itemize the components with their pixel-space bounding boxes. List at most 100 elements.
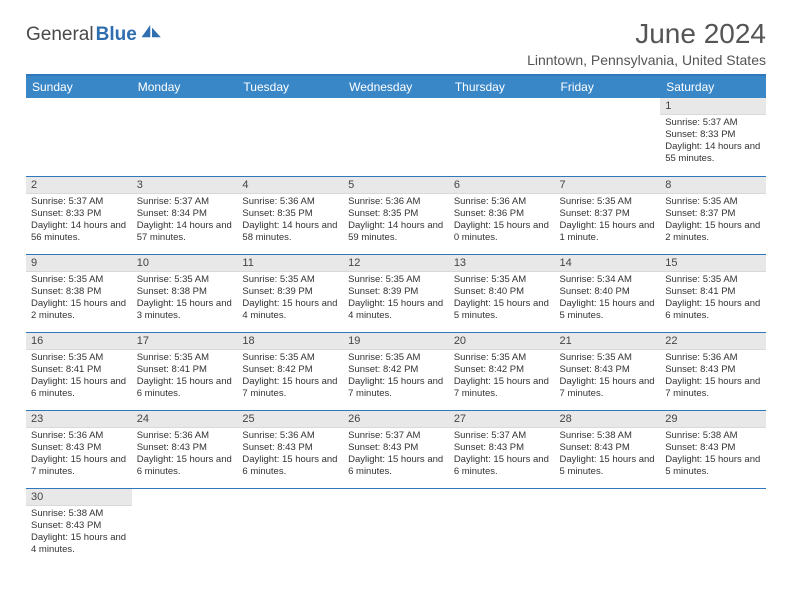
sunrise-text: Sunrise: 5:35 AM [137,352,233,364]
sail-icon [141,25,163,39]
sunrise-text: Sunrise: 5:36 AM [137,430,233,442]
logo: GeneralBlue [26,24,163,46]
sunset-text: Sunset: 8:43 PM [665,364,761,376]
calendar-row: 16Sunrise: 5:35 AMSunset: 8:41 PMDayligh… [26,332,766,410]
calendar-cell: 8Sunrise: 5:35 AMSunset: 8:37 PMDaylight… [660,176,766,254]
calendar-cell: 4Sunrise: 5:36 AMSunset: 8:35 PMDaylight… [237,176,343,254]
sunrise-text: Sunrise: 5:35 AM [31,352,127,364]
daylight-text: Daylight: 15 hours and 7 minutes. [348,376,444,400]
sunset-text: Sunset: 8:43 PM [31,520,127,532]
calendar-cell: 22Sunrise: 5:36 AMSunset: 8:43 PMDayligh… [660,332,766,410]
day-details: Sunrise: 5:35 AMSunset: 8:37 PMDaylight:… [660,194,766,249]
day-details: Sunrise: 5:36 AMSunset: 8:43 PMDaylight:… [237,428,343,483]
daylight-text: Daylight: 15 hours and 6 minutes. [454,454,550,478]
sunset-text: Sunset: 8:43 PM [560,364,656,376]
day-details: Sunrise: 5:35 AMSunset: 8:40 PMDaylight:… [449,272,555,327]
day-details: Sunrise: 5:35 AMSunset: 8:38 PMDaylight:… [26,272,132,327]
calendar-table: Sunday Monday Tuesday Wednesday Thursday… [26,76,766,566]
sunset-text: Sunset: 8:42 PM [454,364,550,376]
daylight-text: Daylight: 15 hours and 6 minutes. [137,376,233,400]
daylight-text: Daylight: 15 hours and 7 minutes. [665,376,761,400]
sunrise-text: Sunrise: 5:37 AM [137,196,233,208]
day-details: Sunrise: 5:37 AMSunset: 8:33 PMDaylight:… [660,115,766,170]
day-header-row: Sunday Monday Tuesday Wednesday Thursday… [26,76,766,98]
day-number: 26 [343,411,449,428]
sunrise-text: Sunrise: 5:38 AM [665,430,761,442]
location-text: Linntown, Pennsylvania, United States [527,52,766,68]
calendar-page: GeneralBlue June 2024 Linntown, Pennsylv… [0,0,792,584]
calendar-cell: 2Sunrise: 5:37 AMSunset: 8:33 PMDaylight… [26,176,132,254]
calendar-cell-empty [660,488,766,566]
day-number: 20 [449,333,555,350]
sunrise-text: Sunrise: 5:35 AM [665,196,761,208]
daylight-text: Daylight: 15 hours and 5 minutes. [560,298,656,322]
sunrise-text: Sunrise: 5:35 AM [454,274,550,286]
calendar-cell: 23Sunrise: 5:36 AMSunset: 8:43 PMDayligh… [26,410,132,488]
sunset-text: Sunset: 8:37 PM [560,208,656,220]
day-details: Sunrise: 5:38 AMSunset: 8:43 PMDaylight:… [660,428,766,483]
day-details: Sunrise: 5:36 AMSunset: 8:35 PMDaylight:… [343,194,449,249]
daylight-text: Daylight: 15 hours and 4 minutes. [348,298,444,322]
calendar-cell-empty [449,98,555,176]
day-number: 29 [660,411,766,428]
day-header: Monday [132,76,238,98]
day-details: Sunrise: 5:37 AMSunset: 8:34 PMDaylight:… [132,194,238,249]
logo-text-general: General [26,24,94,46]
day-number: 13 [449,255,555,272]
sunrise-text: Sunrise: 5:35 AM [137,274,233,286]
calendar-cell-empty [132,98,238,176]
sunset-text: Sunset: 8:37 PM [665,208,761,220]
day-details: Sunrise: 5:38 AMSunset: 8:43 PMDaylight:… [555,428,661,483]
sunset-text: Sunset: 8:42 PM [348,364,444,376]
day-details: Sunrise: 5:35 AMSunset: 8:39 PMDaylight:… [343,272,449,327]
daylight-text: Daylight: 15 hours and 7 minutes. [31,454,127,478]
calendar-cell: 14Sunrise: 5:34 AMSunset: 8:40 PMDayligh… [555,254,661,332]
day-number: 5 [343,177,449,194]
day-number: 2 [26,177,132,194]
day-number: 28 [555,411,661,428]
day-details: Sunrise: 5:35 AMSunset: 8:42 PMDaylight:… [237,350,343,405]
month-title: June 2024 [527,18,766,50]
day-number: 4 [237,177,343,194]
sunset-text: Sunset: 8:33 PM [665,129,761,141]
calendar-cell: 15Sunrise: 5:35 AMSunset: 8:41 PMDayligh… [660,254,766,332]
day-number: 18 [237,333,343,350]
daylight-text: Daylight: 15 hours and 3 minutes. [137,298,233,322]
day-header: Saturday [660,76,766,98]
daylight-text: Daylight: 15 hours and 2 minutes. [31,298,127,322]
day-details: Sunrise: 5:34 AMSunset: 8:40 PMDaylight:… [555,272,661,327]
calendar-cell-empty [132,488,238,566]
day-number: 7 [555,177,661,194]
calendar-row: 30Sunrise: 5:38 AMSunset: 8:43 PMDayligh… [26,488,766,566]
day-number: 17 [132,333,238,350]
sunset-text: Sunset: 8:38 PM [137,286,233,298]
calendar-cell: 27Sunrise: 5:37 AMSunset: 8:43 PMDayligh… [449,410,555,488]
day-details: Sunrise: 5:36 AMSunset: 8:43 PMDaylight:… [26,428,132,483]
daylight-text: Daylight: 15 hours and 5 minutes. [454,298,550,322]
calendar-cell: 9Sunrise: 5:35 AMSunset: 8:38 PMDaylight… [26,254,132,332]
day-number: 16 [26,333,132,350]
sunrise-text: Sunrise: 5:34 AM [560,274,656,286]
sunrise-text: Sunrise: 5:35 AM [560,352,656,364]
calendar-row: 9Sunrise: 5:35 AMSunset: 8:38 PMDaylight… [26,254,766,332]
day-number: 1 [660,98,766,115]
sunrise-text: Sunrise: 5:36 AM [665,352,761,364]
calendar-cell-empty [237,98,343,176]
day-number: 8 [660,177,766,194]
sunset-text: Sunset: 8:39 PM [242,286,338,298]
sunset-text: Sunset: 8:36 PM [454,208,550,220]
day-details: Sunrise: 5:35 AMSunset: 8:41 PMDaylight:… [26,350,132,405]
sunrise-text: Sunrise: 5:35 AM [560,196,656,208]
day-number: 6 [449,177,555,194]
sunrise-text: Sunrise: 5:37 AM [454,430,550,442]
sunset-text: Sunset: 8:41 PM [665,286,761,298]
calendar-cell: 21Sunrise: 5:35 AMSunset: 8:43 PMDayligh… [555,332,661,410]
sunrise-text: Sunrise: 5:35 AM [454,352,550,364]
calendar-cell: 11Sunrise: 5:35 AMSunset: 8:39 PMDayligh… [237,254,343,332]
daylight-text: Daylight: 14 hours and 55 minutes. [665,141,761,165]
daylight-text: Daylight: 15 hours and 6 minutes. [242,454,338,478]
calendar-cell: 29Sunrise: 5:38 AMSunset: 8:43 PMDayligh… [660,410,766,488]
day-details: Sunrise: 5:36 AMSunset: 8:35 PMDaylight:… [237,194,343,249]
day-details: Sunrise: 5:35 AMSunset: 8:41 PMDaylight:… [132,350,238,405]
sunrise-text: Sunrise: 5:35 AM [348,274,444,286]
